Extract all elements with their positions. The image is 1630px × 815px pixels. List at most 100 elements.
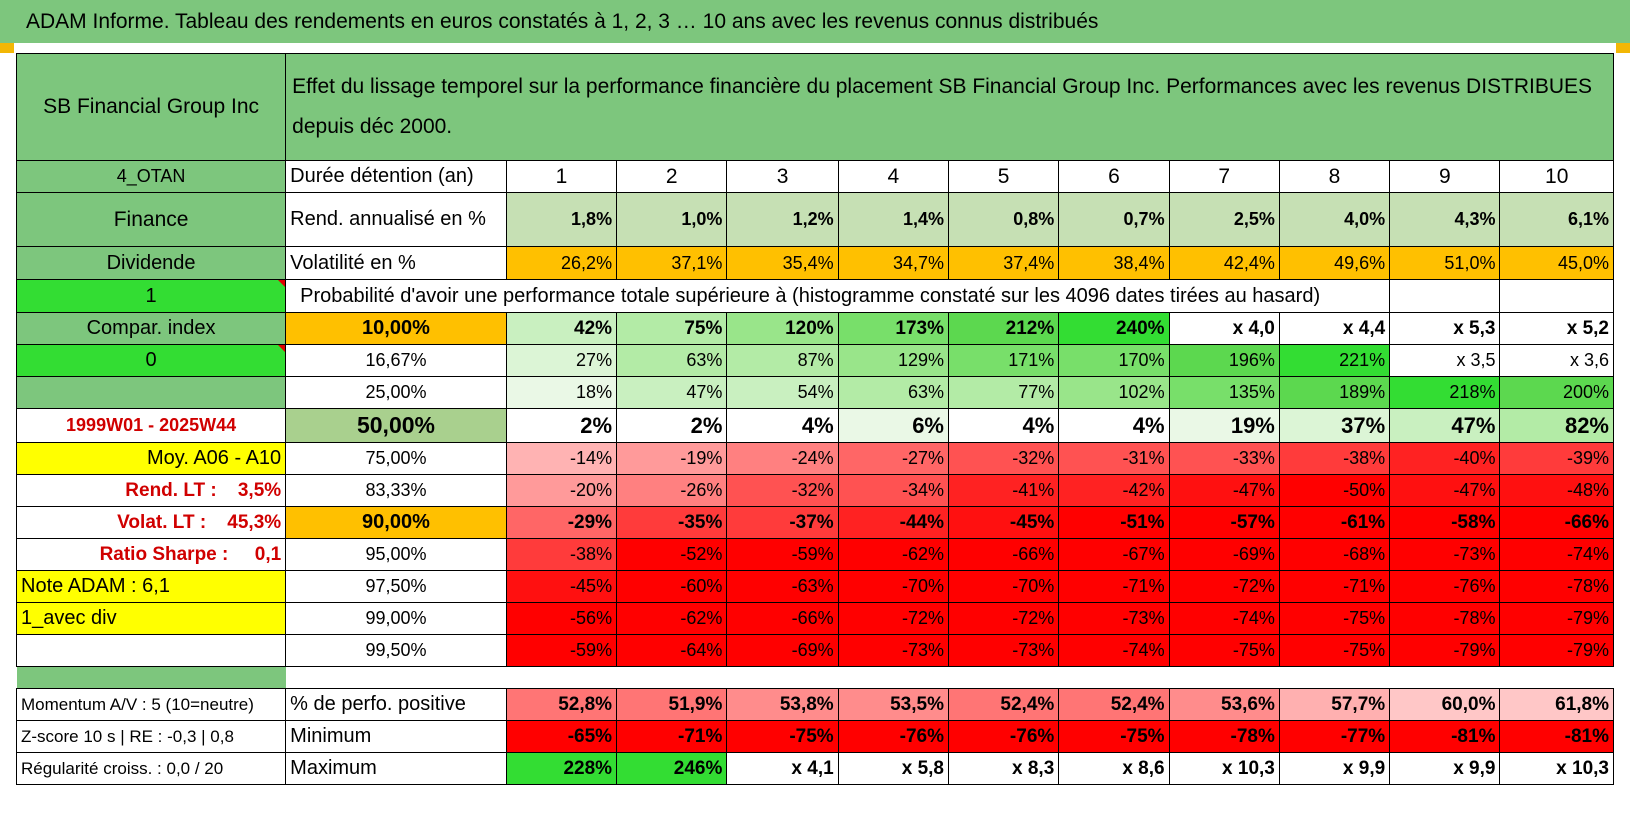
summary-cell: 57,7%: [1278, 688, 1391, 721]
probability-cell: -75%: [1278, 602, 1391, 635]
summary-cell: -78%: [1168, 720, 1280, 753]
company-name: SB Financial Group Inc: [15, 53, 287, 161]
probability-cell: -76%: [1389, 570, 1501, 603]
empty-green-cell: [15, 376, 287, 409]
summary-cell: -75%: [1058, 720, 1170, 753]
duration-label: Durée détention (an): [285, 160, 507, 193]
probability-cell: -60%: [616, 570, 728, 603]
probability-label: Probabilité d'avoir une performance tota…: [285, 279, 1390, 313]
sharpe-label: Ratio Sharpe : 0,1: [15, 538, 287, 571]
probability-cell: -73%: [1389, 538, 1501, 571]
empty-cell: [15, 634, 287, 667]
corner-marker-left: [0, 43, 14, 53]
probability-cell: -71%: [1278, 570, 1391, 603]
vol-cell: 38,4%: [1058, 246, 1170, 280]
probability-cell: -31%: [1058, 442, 1170, 475]
probability-cell: -58%: [1389, 506, 1501, 539]
summary-cell: 52,4%: [1058, 688, 1170, 721]
summary-rows: Momentum A/V : 5 (10=neutre)% de perfo. …: [15, 688, 1614, 785]
probability-cell: -44%: [837, 506, 949, 539]
rend-cell: 4,3%: [1389, 192, 1501, 247]
probability-cell: 63%: [616, 344, 728, 377]
duration-header: 9: [1389, 160, 1501, 193]
probability-row: Compar. index 10,00% 42% 75% 120% 173% 212% 240…: [15, 312, 1614, 345]
probability-cell: -32%: [947, 442, 1060, 475]
threshold-percent: 99,50%: [285, 634, 507, 667]
probability-cell: -69%: [1168, 538, 1280, 571]
probability-cell: -41%: [947, 474, 1060, 507]
probability-cell: 120%: [726, 312, 839, 345]
probability-cell: -57%: [1168, 506, 1280, 539]
info-param-0: 0: [15, 344, 287, 377]
probability-cell: 27%: [505, 344, 618, 377]
probability-row: Moy. A06 - A10 75,00% -14% -19% -24% -27% -32%…: [15, 442, 1614, 475]
probability-cell: -67%: [1058, 538, 1170, 571]
volat-lt-label: Volat. LT : 45,3%: [15, 506, 287, 539]
threshold-percent: 97,50%: [285, 570, 507, 603]
probability-cell: 75%: [616, 312, 728, 345]
probability-cell: 47%: [1389, 408, 1501, 443]
summary-cell: -76%: [837, 720, 949, 753]
summary-cell: 52,8%: [505, 688, 618, 721]
probability-cell: 82%: [1499, 408, 1614, 443]
probability-cell: 173%: [837, 312, 949, 345]
probability-cell: -66%: [1499, 506, 1614, 539]
rend-cell: 1,4%: [837, 192, 949, 247]
probability-cell: -38%: [505, 538, 618, 571]
duration-header: 8: [1278, 160, 1391, 193]
threshold-percent: 90,00%: [285, 506, 507, 539]
probability-cell: -59%: [726, 538, 839, 571]
rend-lt-label: Rend. LT : 3,5%: [15, 474, 287, 507]
summary-cell: 228%: [505, 752, 618, 785]
summary-label: Minimum: [285, 720, 507, 753]
probability-cell: 102%: [1058, 376, 1170, 409]
probability-cell: 19%: [1168, 408, 1280, 443]
vol-cell: 42,4%: [1168, 246, 1280, 280]
probability-cell: -27%: [837, 442, 949, 475]
probability-cell: -71%: [1058, 570, 1170, 603]
probability-cell: 2%: [505, 408, 618, 443]
summary-cell: x 9,9: [1278, 752, 1391, 785]
info-sector: Finance: [15, 192, 287, 247]
probability-cell: 212%: [947, 312, 1060, 345]
vol-cell: 37,4%: [947, 246, 1060, 280]
duration-header: 5: [947, 160, 1060, 193]
probability-cell: -75%: [1168, 634, 1280, 667]
probability-cell: x 5,3: [1389, 312, 1501, 345]
probability-cell: x 3,5: [1389, 344, 1501, 377]
summary-left-label: Régularité croiss. : 0,0 / 20: [15, 752, 287, 785]
probability-row: Note ADAM : 6,1 97,50% -45% -60% -63% -70% -70…: [15, 570, 1614, 603]
vol-cell: 51,0%: [1389, 246, 1501, 280]
adam-note-label: Note ADAM : 6,1: [15, 570, 287, 603]
probability-cell: 18%: [505, 376, 618, 409]
threshold-percent: 83,33%: [285, 474, 507, 507]
summary-cell: 53,5%: [837, 688, 949, 721]
info-param-1: 1: [15, 279, 287, 313]
summary-cell: x 10,3: [1499, 752, 1614, 785]
probability-cell: -34%: [837, 474, 949, 507]
probability-cell: 63%: [837, 376, 949, 409]
summary-cell: 61,8%: [1499, 688, 1614, 721]
rend-cell: 0,7%: [1058, 192, 1170, 247]
probability-cell: -70%: [837, 570, 949, 603]
rend-cell: 1,2%: [726, 192, 839, 247]
probability-cell: -14%: [505, 442, 618, 475]
probability-cell: 200%: [1499, 376, 1614, 409]
summary-cell: -81%: [1499, 720, 1614, 753]
probability-cell: -47%: [1168, 474, 1280, 507]
summary-cell: x 8,3: [947, 752, 1060, 785]
probability-cell: -74%: [1058, 634, 1170, 667]
threshold-percent: 99,00%: [285, 602, 507, 635]
probability-cell: x 3,6: [1499, 344, 1614, 377]
probability-cell: 196%: [1168, 344, 1280, 377]
probability-cell: -45%: [505, 570, 618, 603]
corner-marker-right: [1616, 43, 1630, 53]
summary-cell: x 8,6: [1058, 752, 1170, 785]
rend-cell: 2,5%: [1168, 192, 1280, 247]
threshold-percent: 50,00%: [285, 408, 507, 443]
probability-cell: -38%: [1278, 442, 1391, 475]
probability-cell: 4%: [1058, 408, 1170, 443]
probability-cell: -73%: [1058, 602, 1170, 635]
threshold-percent: 75,00%: [285, 442, 507, 475]
